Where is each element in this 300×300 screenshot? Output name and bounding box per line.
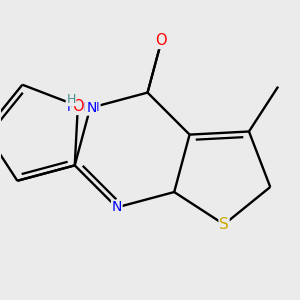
Text: H: H <box>66 92 76 106</box>
Text: O: O <box>72 98 84 113</box>
Text: O: O <box>156 33 167 48</box>
Text: S: S <box>219 217 229 232</box>
Text: N: N <box>86 101 97 115</box>
Text: NH: NH <box>66 101 86 115</box>
Text: N: N <box>112 200 122 214</box>
Text: NH: NH <box>80 101 100 115</box>
